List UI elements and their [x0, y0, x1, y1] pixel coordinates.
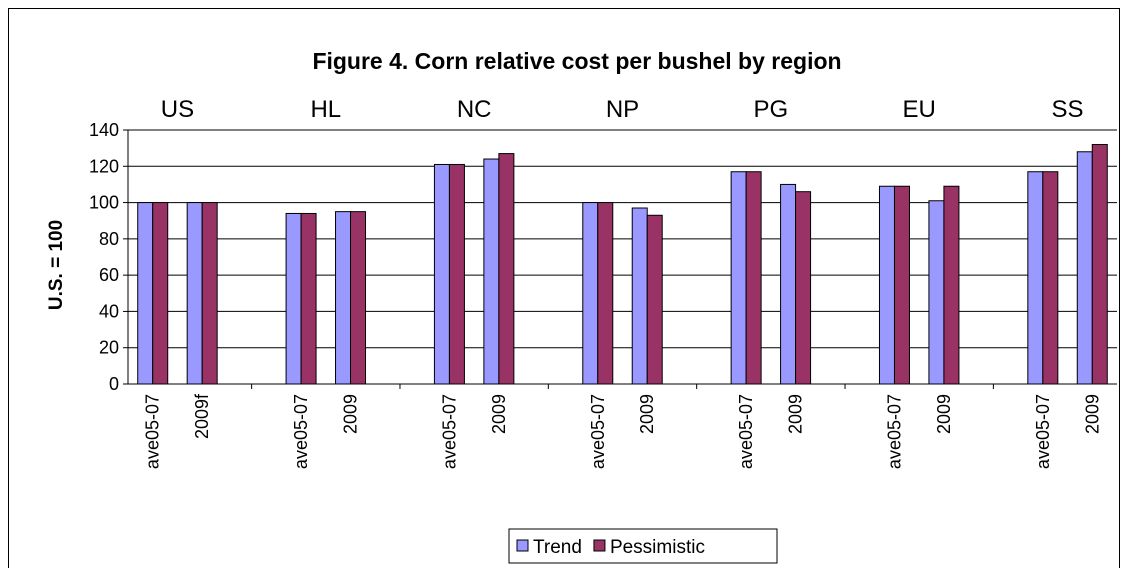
- bar-pessimistic: [1091, 144, 1108, 385]
- region-label: NP: [606, 96, 639, 123]
- bar-pessimistic: [646, 214, 663, 385]
- region-labels: US HL NC NP PG EU SS: [161, 96, 1084, 123]
- y-tick-labels: 0 20 40 60 80 100 120 140: [89, 120, 119, 394]
- chart-title: Figure 4. Corn relative cost per bushel …: [312, 48, 841, 74]
- bar-pessimistic: [745, 171, 762, 385]
- bar-pessimistic: [943, 185, 960, 385]
- region-label: HL: [310, 96, 341, 123]
- bar-pessimistic: [300, 212, 317, 385]
- region-label: SS: [1052, 96, 1084, 123]
- region-label: NC: [457, 96, 492, 123]
- bar-pessimistic: [201, 202, 218, 385]
- x-tick-label: 2009: [1082, 394, 1102, 434]
- legend-label: Pessimistic: [610, 537, 705, 558]
- region-label: PG: [754, 96, 789, 123]
- bar-trend: [1076, 151, 1093, 385]
- bar-trend: [483, 158, 500, 385]
- y-tick-label: 140: [89, 120, 119, 140]
- bar-trend: [285, 212, 302, 385]
- bar-trend: [335, 211, 352, 385]
- legend-swatch: [516, 539, 529, 552]
- x-tick-label: 2009f: [192, 393, 212, 439]
- bar-trend: [730, 171, 747, 385]
- y-tick-label: 120: [89, 156, 119, 176]
- region-label: US: [161, 96, 194, 123]
- y-tick-label: 0: [109, 374, 119, 394]
- x-tick-label: 2009: [786, 394, 806, 434]
- x-tick-label: ave05-07: [439, 394, 459, 469]
- bar-pessimistic: [350, 211, 367, 385]
- x-tick-label: ave05-07: [588, 394, 608, 469]
- x-tick-label: ave05-07: [1033, 394, 1053, 469]
- bar-trend: [433, 163, 450, 385]
- legend: Trend Pessimistic: [508, 528, 778, 564]
- x-tick-label: ave05-07: [884, 394, 904, 469]
- x-tick-label: 2009: [934, 394, 954, 434]
- x-tick-label: ave05-07: [736, 394, 756, 469]
- legend-label: Trend: [533, 537, 582, 558]
- y-tick-label: 100: [89, 193, 119, 213]
- bar-trend: [137, 202, 154, 385]
- y-tick-label: 20: [99, 338, 119, 358]
- y-axis-label: U.S. = 100: [46, 220, 67, 310]
- bar-pessimistic: [1042, 171, 1059, 385]
- y-tick-label: 80: [99, 229, 119, 249]
- axes: [123, 129, 1117, 389]
- bar-trend: [780, 183, 797, 385]
- chart-frame: Figure 4. Corn relative cost per bushel …: [8, 8, 1120, 568]
- bar-pessimistic: [152, 202, 169, 385]
- gridlines: [128, 129, 1117, 349]
- bar-trend: [1027, 171, 1044, 385]
- bar-pessimistic: [448, 163, 465, 385]
- bar-pessimistic: [498, 153, 515, 385]
- legend-swatch: [593, 539, 606, 552]
- legend-box: [508, 528, 778, 564]
- bar-trend: [582, 202, 599, 385]
- bar-trend: [186, 202, 203, 385]
- bar-trend: [631, 207, 648, 385]
- x-tick-labels: ave05-07 2009f ave05-07 2009 ave05-07 2009 ave…: [143, 393, 1103, 469]
- x-tick-label: ave05-07: [143, 394, 163, 469]
- x-tick-label: 2009: [341, 394, 361, 434]
- bar-trend: [878, 185, 895, 385]
- bar-trend: [928, 200, 945, 385]
- y-tick-label: 40: [99, 301, 119, 321]
- y-tick-label: 60: [99, 265, 119, 285]
- bar-pessimistic: [597, 202, 614, 385]
- x-tick-label: ave05-07: [291, 394, 311, 469]
- bar-pessimistic: [893, 185, 910, 385]
- bar-chart: Figure 4. Corn relative cost per bushel …: [46, 48, 1117, 564]
- bar-pessimistic: [795, 191, 812, 385]
- bars: [137, 144, 1108, 385]
- x-tick-label: 2009: [637, 394, 657, 434]
- region-label: EU: [903, 96, 936, 123]
- x-tick-label: 2009: [489, 394, 509, 434]
